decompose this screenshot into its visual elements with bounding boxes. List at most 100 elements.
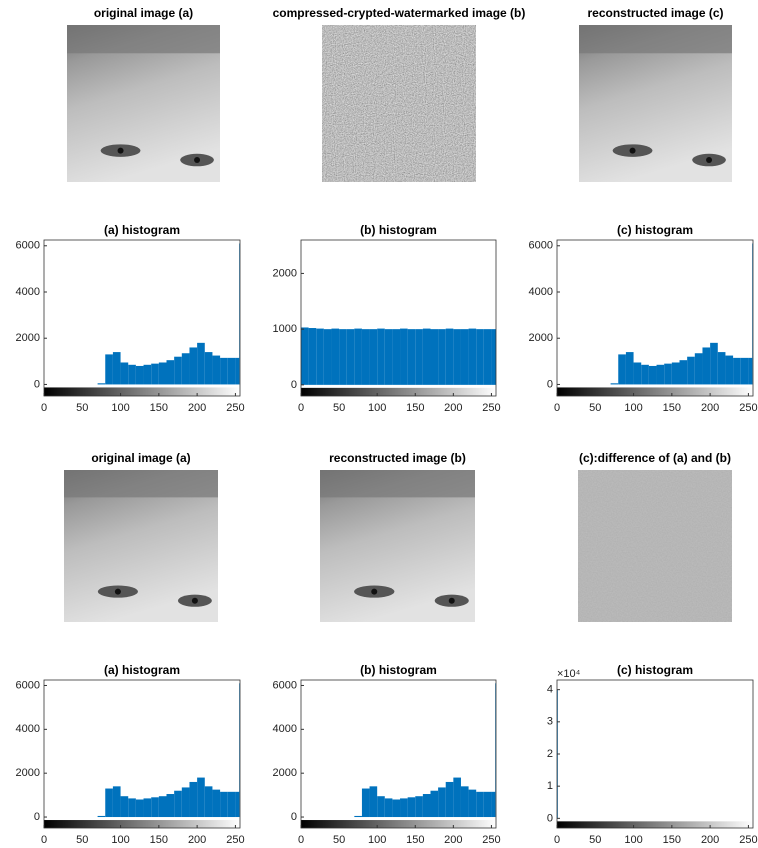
bar (702, 347, 711, 385)
x-tick-label: 0 (554, 834, 560, 846)
image-hat (67, 25, 220, 54)
bar (725, 355, 734, 385)
panel-title: reconstructed image (c) (587, 6, 723, 20)
bar (346, 329, 355, 385)
y-tick-label: 1 (547, 780, 553, 792)
image (322, 25, 476, 182)
y-tick-label: 2 (547, 748, 553, 760)
bar (679, 360, 688, 385)
bar (422, 328, 431, 385)
bar (476, 791, 484, 818)
bar (687, 356, 695, 385)
x-tick-label: 100 (624, 834, 642, 846)
bar (430, 329, 439, 385)
bar (301, 327, 309, 385)
bar (339, 329, 347, 385)
bar (407, 797, 416, 818)
panel-title: compressed-crypted-watermarked image (b) (273, 6, 526, 20)
image-pupil (629, 147, 636, 154)
y-tick-label: 2000 (16, 332, 40, 344)
bar (671, 362, 680, 385)
gray-bar (557, 821, 753, 828)
bar (112, 786, 121, 818)
bar (204, 786, 213, 818)
bar (476, 329, 484, 385)
bar (377, 796, 385, 818)
image-pupil (706, 157, 713, 164)
bar (120, 796, 129, 818)
bar (204, 352, 213, 385)
bar (97, 383, 106, 385)
bar (460, 329, 469, 385)
axes-frame (300, 239, 497, 397)
bar (664, 363, 672, 385)
bar (748, 357, 753, 385)
y-tick-label: 3 (547, 716, 553, 728)
y-tick-label: 0 (34, 378, 40, 390)
x-tick-label: 150 (663, 402, 681, 414)
image-pupil (117, 147, 124, 154)
image-hat (320, 470, 475, 498)
bar (694, 353, 703, 385)
bar (717, 352, 726, 385)
bar (212, 355, 221, 385)
gray-bar (44, 820, 240, 828)
bar (468, 328, 477, 385)
bar (618, 354, 626, 385)
bar (97, 815, 106, 818)
bar (384, 798, 393, 818)
bar (361, 329, 370, 385)
panel-title: (a) histogram (104, 663, 180, 677)
image (578, 470, 732, 622)
bar (483, 329, 492, 385)
bar (105, 354, 113, 385)
bar (392, 329, 401, 385)
bar (438, 787, 446, 818)
x-tick-label: 100 (111, 834, 129, 846)
y-tick-label: 0 (34, 811, 40, 823)
bar (400, 328, 408, 385)
x-tick-label: 0 (41, 834, 47, 846)
bar (308, 328, 317, 385)
bar (648, 365, 657, 385)
axes-frame (556, 239, 754, 397)
image-pupil (448, 597, 455, 604)
bar (189, 781, 198, 818)
bar (174, 790, 182, 818)
x-tick-label: 200 (444, 402, 462, 414)
bar (633, 362, 642, 385)
axes-frame (43, 679, 241, 829)
bar (220, 357, 228, 385)
x-tick-label: 200 (701, 402, 719, 414)
x-tick-label: 0 (298, 402, 304, 414)
x-tick-label: 100 (368, 402, 386, 414)
y-tick-label: 1000 (273, 323, 297, 335)
bar (468, 789, 477, 818)
bar (197, 342, 205, 385)
x-tick-label: 250 (482, 834, 500, 846)
bar (460, 786, 469, 818)
bar (166, 794, 175, 818)
bar (361, 788, 370, 818)
bar (453, 777, 461, 818)
gray-bar (301, 387, 496, 396)
x-tick-label: 0 (554, 402, 560, 414)
bar (384, 329, 393, 385)
bar (415, 796, 423, 818)
y-tick-label: 2000 (273, 767, 297, 779)
panel-title: reconstructed image (b) (329, 451, 466, 465)
x-tick-label: 50 (589, 402, 601, 414)
x-tick-label: 200 (701, 834, 719, 846)
bar (710, 342, 718, 385)
bar (656, 364, 665, 385)
y-tick-label: 4000 (16, 286, 40, 298)
image-hat (64, 470, 218, 498)
bar (610, 383, 619, 385)
y-tick-label: 6000 (16, 240, 40, 252)
bar (197, 777, 205, 818)
bar (407, 329, 416, 385)
bar (323, 329, 332, 385)
bar (491, 791, 496, 818)
y-tick-label: 0 (291, 811, 297, 823)
image-hat (579, 25, 732, 54)
